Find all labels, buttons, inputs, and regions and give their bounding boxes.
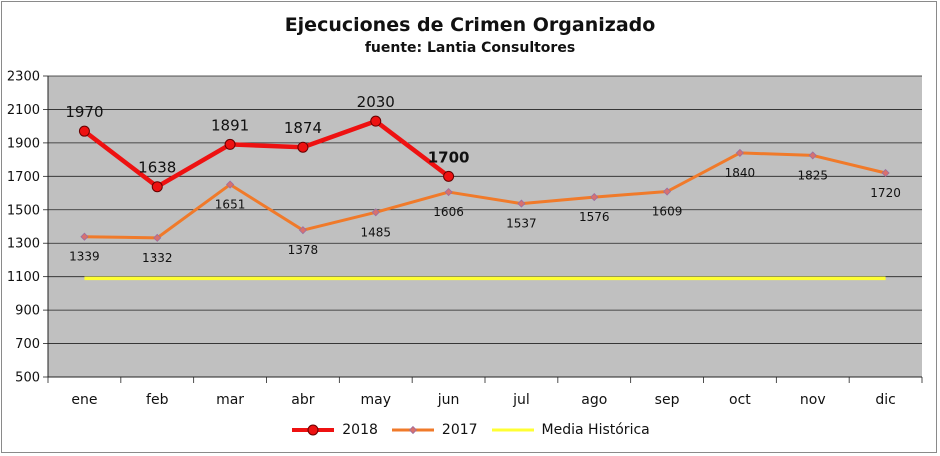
x-tick-label: ene [71,392,97,408]
data-label-2017: 1720 [870,186,901,200]
data-label-2017: 1609 [652,205,683,219]
x-tick-label: abr [291,392,314,408]
data-label-2017: 1606 [433,205,464,219]
point-2017 [153,233,162,242]
x-tick-label: oct [729,392,751,408]
legend-label-2018: 2018 [342,422,378,438]
data-label-2017: 1576 [579,210,610,224]
y-tick-label: 900 [15,304,40,319]
data-label-2017: 1339 [69,250,100,264]
x-tick-label: jun [437,392,460,408]
point-2017 [80,232,89,241]
y-tick-label: 1500 [7,203,40,218]
point-2018 [224,138,236,150]
x-tick-label: may [360,392,391,408]
x-tick-label: dic [875,392,895,408]
legend-item-2017: 2017 [390,422,478,438]
series-line-2017 [84,151,886,240]
legend-swatch-media-historica [491,428,534,432]
legend-item-media-historica: Media Histórica [490,422,650,438]
y-tick-label: 1900 [7,136,40,151]
legend-swatch-2017 [391,425,434,435]
data-label-2018: 1891 [211,116,249,134]
x-tick-label: sep [655,392,680,408]
plot-area [48,76,922,377]
data-label-2018: 1874 [284,119,322,137]
data-label-2018: 1700 [428,148,470,166]
y-tick-label: 700 [15,337,40,352]
point-2017 [735,148,744,157]
data-label-2018: 2030 [357,93,395,111]
point-2017 [371,208,380,217]
data-label-2017: 1537 [506,217,537,231]
y-tick-label: 1300 [7,237,40,252]
series-line-2018 [83,118,450,189]
legend-label-2017: 2017 [441,422,478,438]
point-2017 [517,199,526,208]
y-tick-label: 1100 [7,270,40,285]
x-tick-label: feb [146,392,169,408]
point-2018 [78,125,90,137]
point-2017 [444,187,453,197]
y-tick-label: 2100 [7,103,40,118]
data-label-2018: 1638 [138,159,176,177]
point-2017 [881,168,890,178]
legend-item-2018: 2018 [290,422,378,438]
point-2018 [151,181,163,193]
x-tick-label: mar [216,392,244,408]
point-2017 [808,151,817,160]
data-label-2017: 1825 [797,168,828,182]
data-label-2017: 1378 [288,243,319,257]
legend-swatch-2018 [292,424,335,436]
data-label-2017: 1485 [360,225,391,239]
point-2017 [226,180,235,189]
x-tick-label: jul [512,392,530,408]
point-2018 [297,141,309,153]
x-tick-label: nov [800,392,826,408]
point-2018 [443,170,455,182]
legend-label-media-historica: Media Histórica [541,422,650,438]
y-tick-label: 2300 [7,70,40,85]
point-2017 [663,187,672,196]
data-label-2017: 1332 [142,251,173,265]
data-label-2018: 1970 [65,103,103,121]
x-tick-label: ago [581,392,607,408]
legend: 2018 2017 Media Histórica [0,422,940,438]
point-2018 [370,115,382,127]
y-tick-label: 1700 [7,170,40,185]
data-label-2017: 1651 [215,198,246,212]
chart-title: Ejecuciones de Crimen Organizado [284,14,656,36]
y-tick-label: 500 [15,371,40,386]
chart-subtitle: fuente: Lantia Consultores [364,40,576,56]
point-2017 [298,226,307,235]
data-label-2017: 1840 [725,166,756,180]
point-2017 [590,193,599,202]
